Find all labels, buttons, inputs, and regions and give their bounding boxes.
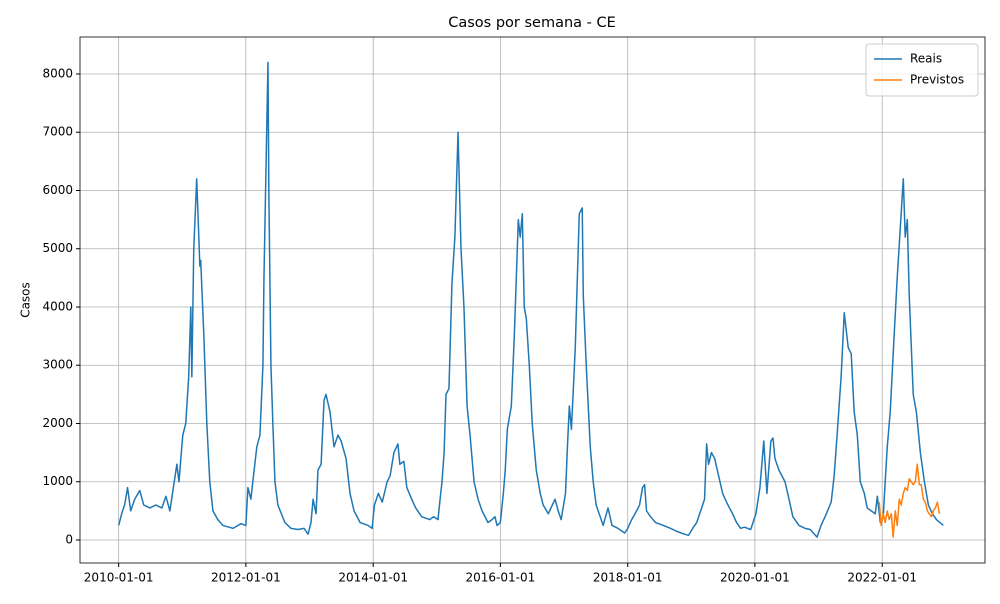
- y-tick-label: 7000: [42, 125, 73, 139]
- legend-label: Reais: [910, 52, 942, 66]
- y-tick-label: 5000: [42, 241, 73, 255]
- y-tick-label: 8000: [42, 66, 73, 80]
- data-line: [117, 61, 944, 538]
- x-tick-label: 2012-01-01: [211, 571, 281, 585]
- x-tick-label: 2016-01-01: [465, 571, 535, 585]
- x-tick-label: 2014-01-01: [338, 571, 408, 585]
- legend-box: [865, 43, 979, 97]
- x-tick-label: 2022-01-01: [847, 571, 917, 585]
- legend: Reais Previstos: [865, 43, 979, 97]
- legend-label: Previstos: [910, 73, 964, 87]
- y-tick-label: 6000: [42, 183, 73, 197]
- y-axis-label: Casos: [19, 282, 33, 318]
- x-tick-label: 2010-01-01: [84, 571, 154, 585]
- chart-title: Casos por semana - CE: [448, 15, 616, 31]
- x-tick-label: 2020-01-01: [720, 571, 790, 585]
- plot-frame: [79, 36, 986, 564]
- y-tick-label: 1000: [42, 474, 73, 488]
- x-tick-label: 2018-01-01: [593, 571, 663, 585]
- y-tick-label: 4000: [42, 299, 73, 313]
- y-tick-label: 2000: [42, 416, 73, 430]
- data-line: [878, 463, 941, 538]
- y-tick-label: 0: [65, 532, 73, 546]
- y-tick-label: 3000: [42, 358, 73, 372]
